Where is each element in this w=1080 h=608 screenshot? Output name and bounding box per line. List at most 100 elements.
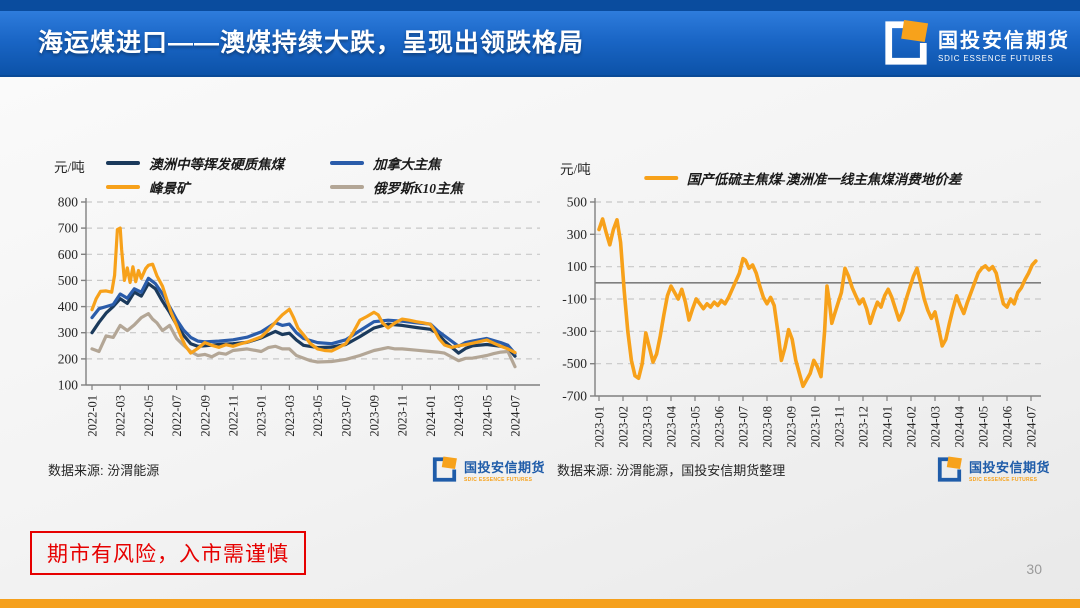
left-chart-logo-en: SDIC ESSENCE FUTURES	[463, 476, 533, 483]
company-name-en: SDIC ESSENCE FUTURES	[938, 53, 1054, 63]
y-tick-label: 400	[58, 299, 79, 314]
y-tick-label: 800	[58, 196, 79, 210]
right-chart-footer: 数据来源: 汾渭能源，国投安信期货整理 国投安信期货 SDIC ESSENCE …	[555, 456, 1050, 483]
right-chart-source: 数据来源: 汾渭能源，国投安信期货整理	[557, 463, 786, 478]
x-tick-label: 2024-05	[977, 406, 991, 448]
left-chart-header: 元/吨 澳洲中等挥发硬质焦煤 加拿大主焦峰景矿 俄罗斯K10主焦	[40, 150, 545, 196]
left-chart-unit-label: 元/吨	[54, 160, 85, 175]
right-chart-unit-label: 元/吨	[560, 162, 591, 177]
y-tick-label: 700	[58, 221, 79, 236]
y-tick-label: 200	[58, 351, 79, 366]
legend-label: 国产低硫主焦煤-澳洲准一线主焦煤消费地价差	[686, 172, 962, 187]
x-tick-label: 2024-01	[881, 406, 895, 448]
legend-swatch	[330, 161, 364, 165]
x-tick-label: 2022-03	[114, 395, 128, 437]
x-tick-label: 2024-07	[1025, 406, 1039, 448]
x-tick-label: 2022-05	[142, 395, 156, 437]
right-chart-logo-icon	[937, 456, 962, 482]
y-tick-label: 300	[58, 325, 79, 340]
legend-item: 峰景矿	[106, 177, 330, 197]
x-tick-label: 2022-07	[170, 395, 184, 437]
left-chart-legend: 澳洲中等挥发硬质焦煤 加拿大主焦峰景矿 俄罗斯K10主焦	[106, 153, 463, 197]
x-tick-label: 2022-11	[227, 395, 241, 436]
x-tick-label: 2023-03	[283, 395, 297, 437]
x-tick-label: 2023-09	[368, 395, 382, 437]
left-chart-logo: 国投安信期货 SDIC ESSENCE FUTURES	[431, 456, 545, 483]
x-tick-label: 2024-03	[929, 406, 943, 448]
x-tick-label: 2023-11	[833, 406, 847, 447]
x-tick-label: 2023-12	[857, 406, 871, 448]
right-chart: 元/吨 国产低硫主焦煤-澳洲准一线主焦煤消费地价差 500 300 100 -100 -…	[555, 150, 1050, 483]
y-tick-label: 500	[567, 196, 588, 210]
x-tick-label: 2023-01	[593, 406, 607, 448]
x-tick-label: 2022-01	[86, 395, 100, 437]
right-chart-logo-cn: 国投安信期货	[968, 459, 1050, 475]
bottom-accent-bar	[0, 599, 1080, 608]
legend-swatch	[106, 185, 140, 189]
y-tick-label: 100	[567, 259, 588, 274]
right-chart-legend: 国产低硫主焦煤-澳洲准一线主焦煤消费地价差	[643, 168, 962, 188]
x-tick-label: 2022-09	[198, 395, 212, 437]
series-line-俄罗斯K10主焦	[90, 311, 517, 369]
series-line-国产低硫主焦煤-澳洲准一线主焦煤消费地价差	[597, 217, 1038, 389]
left-chart-plot: 800 700 600 500 400 300 200 100 2022-01 2022-03 20…	[58, 196, 540, 437]
x-tick-label: 2024-01	[424, 395, 438, 437]
slide-title: 海运煤进口——澳煤持续大跌，呈现出领跌格局	[38, 29, 585, 57]
left-chart-logo-icon	[432, 456, 457, 482]
top-accent-strip	[0, 0, 1080, 11]
x-tick-label: 2023-06	[713, 406, 727, 448]
x-tick-label: 2023-09	[785, 406, 799, 448]
x-tick-label: 2024-04	[953, 405, 967, 447]
x-tick-label: 2024-05	[480, 395, 494, 437]
y-tick-label: -100	[562, 292, 587, 307]
x-tick-label: 2023-11	[396, 395, 410, 436]
y-tick-label: -500	[562, 356, 587, 371]
legend-item: 加拿大主焦	[330, 153, 463, 173]
company-logo: 国投安信期货 SDIC ESSENCE FUTURES	[882, 19, 1070, 67]
y-tick-label: 600	[58, 247, 79, 262]
legend-item: 俄罗斯K10主焦	[330, 177, 463, 197]
right-chart-header: 元/吨 国产低硫主焦煤-澳洲准一线主焦煤消费地价差	[555, 150, 1050, 196]
right-chart-logo-en: SDIC ESSENCE FUTURES	[968, 476, 1038, 483]
legend-swatch	[643, 176, 678, 180]
left-chart-source: 数据来源: 汾渭能源	[48, 463, 160, 478]
page-number: 30	[1026, 561, 1042, 577]
y-tick-label: 300	[567, 227, 588, 242]
x-tick-label: 2023-07	[339, 395, 353, 437]
left-chart: 元/吨 澳洲中等挥发硬质焦煤 加拿大主焦峰景矿 俄罗斯K10主焦 800 700 600…	[40, 150, 545, 483]
title-banner: 海运煤进口——澳煤持续大跌，呈现出领跌格局 国投安信期货 SDIC ESSENC…	[0, 11, 1080, 77]
y-tick-label: 100	[58, 378, 79, 393]
legend-item: 澳洲中等挥发硬质焦煤	[106, 153, 330, 173]
legend-item: 国产低硫主焦煤-澳洲准一线主焦煤消费地价差	[643, 168, 962, 188]
series-line-峰景矿	[90, 226, 517, 355]
x-tick-label: 2023-04	[665, 405, 679, 447]
x-tick-label: 2023-08	[761, 406, 775, 448]
x-tick-label: 2023-05	[689, 406, 703, 448]
legend-label: 澳洲中等挥发硬质焦煤	[149, 157, 284, 172]
right-chart-plot: 500 300 100 -100 -300 -500 -700 2023-01 2023-02 2…	[562, 196, 1041, 448]
x-tick-label: 2023-03	[641, 406, 655, 448]
x-tick-label: 2024-03	[452, 395, 466, 437]
left-chart-logo-cn: 国投安信期货	[463, 459, 545, 475]
x-tick-label: 2024-07	[509, 395, 523, 437]
x-tick-label: 2023-02	[617, 406, 631, 448]
x-tick-label: 2024-06	[1001, 406, 1015, 448]
risk-disclaimer: 期市有风险，入市需谨慎	[30, 531, 306, 575]
x-tick-label: 2024-02	[905, 406, 919, 448]
legend-swatch	[106, 161, 140, 165]
legend-swatch	[330, 185, 364, 189]
legend-label: 俄罗斯K10主焦	[373, 181, 464, 196]
legend-label: 加拿大主焦	[373, 157, 441, 172]
y-tick-label: 500	[58, 273, 79, 288]
series-line-澳洲中等挥发硬质焦煤	[90, 281, 517, 358]
y-tick-label: -700	[562, 389, 587, 404]
y-tick-label: -300	[562, 324, 587, 339]
series-line-加拿大主焦	[90, 276, 517, 356]
x-tick-label: 2023-10	[809, 406, 823, 448]
legend-label: 峰景矿	[149, 181, 190, 196]
x-tick-label: 2023-01	[255, 395, 269, 437]
x-tick-label: 2023-05	[311, 395, 325, 437]
left-chart-footer: 数据来源: 汾渭能源 国投安信期货 SDIC ESSENCE FUTURES	[40, 456, 545, 483]
company-name-cn: 国投安信期货	[938, 29, 1070, 52]
